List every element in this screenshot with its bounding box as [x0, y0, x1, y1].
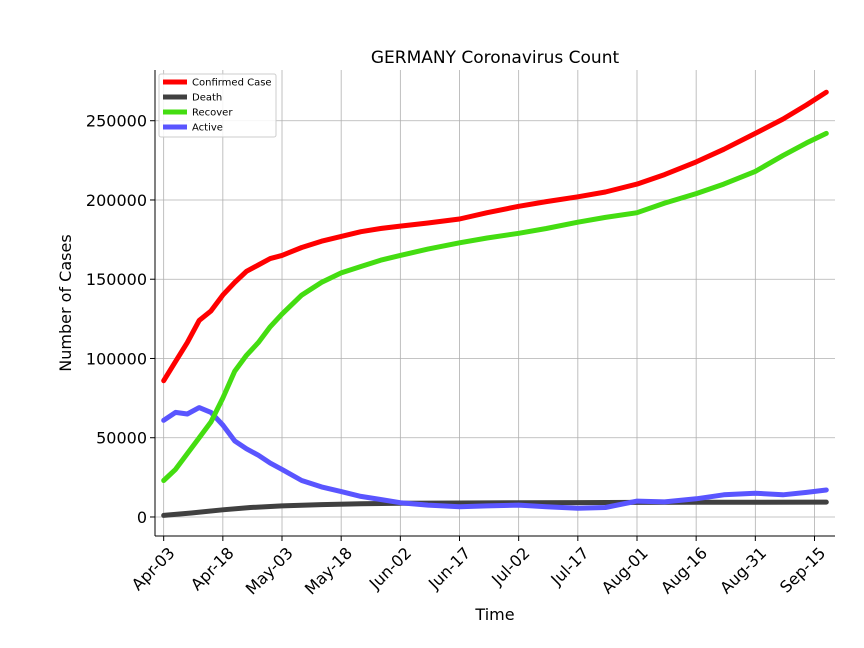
series-line-confirmed-case [161, 89, 829, 384]
y-tick-label: 150000 [86, 270, 147, 289]
x-axis-title: Time [474, 605, 514, 624]
series-line-active [161, 405, 829, 511]
legend-label-recover: Recover [192, 108, 233, 119]
y-tick-label: 100000 [86, 349, 147, 368]
legend-label-active: Active [192, 123, 223, 134]
legend-label-confirmed-case: Confirmed Case [192, 78, 272, 89]
y-tick-label: 0 [137, 508, 147, 527]
chart-title: GERMANY Coronavirus Count [371, 48, 620, 68]
y-axis-title: Number of Cases [56, 234, 75, 371]
y-axis-ticks: 0 50000 100000 150000 200000 250000 [86, 112, 155, 527]
y-tick-label: 200000 [86, 191, 147, 210]
legend: Confirmed Case Death Recover Active [158, 73, 277, 138]
series-line-recover [161, 130, 829, 483]
legend-label-death: Death [192, 93, 222, 104]
plot-lines [161, 89, 829, 518]
legend-box [158, 73, 277, 138]
y-tick-label: 250000 [86, 112, 147, 131]
y-tick-label: 50000 [96, 429, 147, 448]
